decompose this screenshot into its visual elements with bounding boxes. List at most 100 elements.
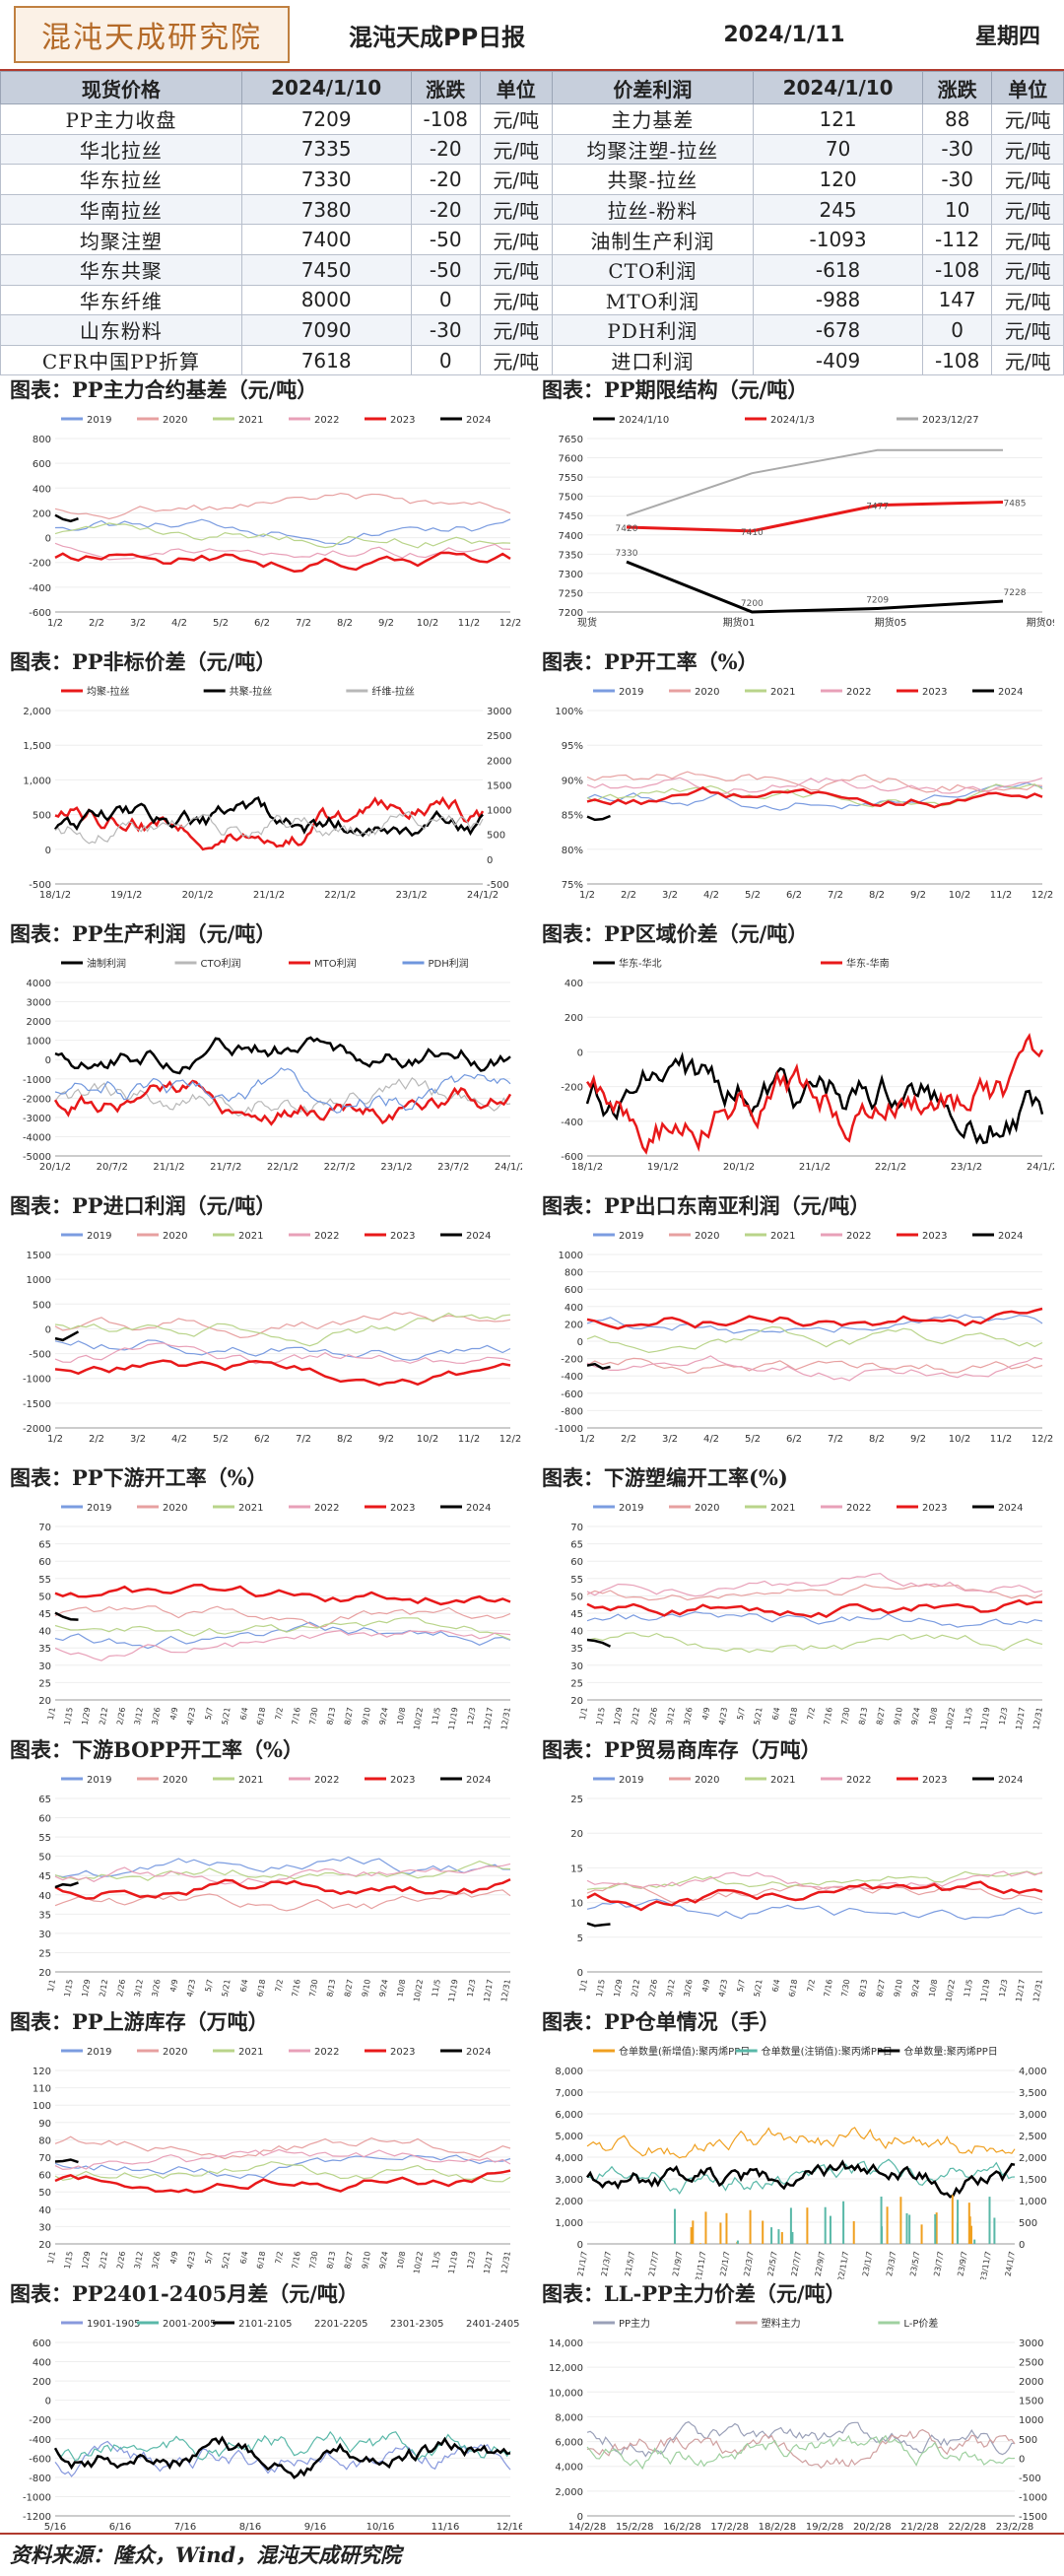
series-line (54, 1611, 79, 1622)
table-cell: -1093 (753, 224, 923, 255)
x-tick-label: 1/2 (579, 890, 595, 901)
series-line (54, 1605, 511, 1629)
x-tick-label: 12/3 (465, 1707, 477, 1726)
column-header: 涨跌 (410, 71, 481, 104)
chart-title: 图表：下游BOPP开工率（%） (10, 1737, 303, 1763)
bar-mark (824, 2207, 827, 2245)
x-tick-label: 23/1/2 (951, 1162, 982, 1173)
y-right-tick-label: 3000 (487, 707, 511, 717)
y-tick-label: -800 (561, 1407, 583, 1418)
x-tick-label: 2/12 (98, 2251, 109, 2270)
y-tick-label: 90 (38, 2119, 51, 2130)
y-tick-label: 0 (577, 1337, 583, 1348)
series-line (54, 2158, 79, 2164)
x-tick-label: 10/2 (417, 618, 438, 629)
y-right-tick-label: 0 (1019, 2240, 1025, 2251)
chart-title: 图表：PP开工率（%） (542, 649, 759, 675)
column-header: 2024/1/10 (240, 71, 412, 104)
y-tick-label: 0 (577, 1968, 583, 1979)
series-line (586, 2434, 1016, 2471)
x-tick-label: 23/9/7 (956, 2251, 968, 2277)
x-tick-label: 1/29 (81, 1979, 93, 1998)
table-cell: PDH利润 (551, 314, 755, 346)
x-tick-label: 11/5 (963, 1979, 974, 1998)
x-tick-label: 5/21 (221, 1979, 233, 1998)
x-tick-label: 1/29 (81, 1707, 93, 1726)
x-tick-label: 12/17 (482, 1707, 495, 1730)
x-tick-label: 1/1 (578, 1707, 589, 1721)
chart-svg: 仓单数量(新增值):聚丙烯PP日 仓单数量(注销值):聚丙烯PP日 仓单数量:聚丙烯… (555, 2045, 1046, 2279)
table-cell: 88 (921, 103, 993, 135)
x-tick-label: 11/5 (431, 2251, 442, 2270)
x-tick-label: 10/16 (366, 2522, 395, 2533)
y-tick-label: -1500 (23, 1399, 51, 1410)
table-row: 华东拉丝 7330 -20 元/吨 共聚-拉丝 120 -30 元/吨 (0, 164, 1064, 195)
x-tick-label: 8/27 (343, 2251, 355, 2270)
y-tick-label: 35 (38, 1911, 51, 1922)
legend-label: L-P价差 (903, 2317, 938, 2330)
chart-panel: 图表：PP期限结构（元/吨） 2024/1/10 2024/1/3 2023/12/2… (542, 375, 1054, 647)
y-tick-label: 10 (570, 1899, 583, 1910)
column-header: 现货价格 (0, 71, 242, 104)
x-tick-label: 12/31 (499, 2251, 512, 2274)
y-tick-label: 100 (33, 2102, 51, 2113)
y-tick-label: 1,000 (23, 777, 51, 787)
x-tick-label: 5/7 (204, 2251, 215, 2265)
x-tick-label: 7/2 (274, 2251, 285, 2265)
x-tick-label: 期货05 (875, 616, 907, 629)
x-tick-label: 11/2 (990, 890, 1012, 901)
table-cell: 元/吨 (991, 133, 1064, 166)
legend-label: 2401-2405 (466, 2319, 520, 2330)
table-cell: -30 (921, 164, 993, 195)
y-right-tick-label: 2000 (487, 757, 511, 768)
x-tick-label: 12/31 (499, 1979, 512, 2002)
y-tick-label: 60 (38, 1814, 51, 1825)
legend-label: 2022 (846, 1775, 871, 1786)
y-tick-label: 70 (38, 1523, 51, 1533)
y-tick-label: 6,000 (555, 2110, 583, 2121)
legend-label: 2023 (390, 1775, 415, 1786)
legend-label: 2020 (163, 415, 187, 426)
legend-label: 2024 (998, 687, 1023, 698)
x-tick-label: 9/2 (910, 1434, 926, 1445)
legend-label: 2021 (238, 2047, 263, 2058)
x-tick-label: 4/23 (185, 1979, 197, 1998)
table-cell: 元/吨 (991, 253, 1064, 286)
x-tick-label: 23/3/7 (885, 2251, 898, 2277)
table-cell: 元/吨 (479, 284, 553, 316)
data-label: 7200 (741, 599, 764, 609)
y-tick-label: 95% (562, 742, 583, 753)
x-tick-label: 20/1/2 (723, 1162, 755, 1173)
legend-label: 2019 (619, 687, 643, 698)
bar-mark (725, 2213, 728, 2245)
y-tick-label: 1,000 (555, 2218, 583, 2229)
series-line (54, 551, 511, 574)
bar-mark (690, 2227, 693, 2245)
x-tick-label: 3/26 (151, 2251, 163, 2270)
table-cell: 7380 (240, 193, 412, 226)
x-tick-label: 3/26 (683, 1979, 695, 1998)
legend-label: 2023 (922, 1503, 947, 1514)
price-table: 现货价格 2024/1/10 涨跌 单位 价差利润 2024/1/10 涨跌 单位 PP主力收… (0, 71, 1064, 376)
series-line (54, 522, 511, 549)
y-tick-label: -1000 (555, 1424, 583, 1435)
y-tick-label: 15 (570, 1864, 583, 1875)
x-tick-label: 8/27 (343, 1707, 355, 1726)
chart-title: 图表：PP上游库存（万吨） (10, 2009, 269, 2035)
x-tick-label: 4/2 (703, 1434, 719, 1445)
x-tick-label: 5/2 (213, 618, 229, 629)
legend-label: 2301-2305 (390, 2319, 444, 2330)
y-tick-label: 30 (38, 2223, 51, 2234)
y-tick-label: -500 (29, 1350, 51, 1361)
y-tick-label: 400 (565, 979, 583, 989)
table-cell: -409 (753, 344, 923, 376)
x-tick-label: 7/2 (274, 1707, 285, 1721)
legend-label: 2020 (695, 1231, 719, 1242)
x-tick-label: 8/2 (869, 890, 885, 901)
x-tick-label: 17/2/28 (710, 2522, 749, 2533)
x-tick-label: 7/16 (291, 1979, 302, 1998)
x-tick-label: 5/7 (204, 1979, 215, 1993)
x-tick-label: 9/10 (893, 1979, 904, 1998)
x-tick-label: 21/1/2 (253, 890, 285, 901)
y-tick-label: 400 (33, 485, 51, 496)
